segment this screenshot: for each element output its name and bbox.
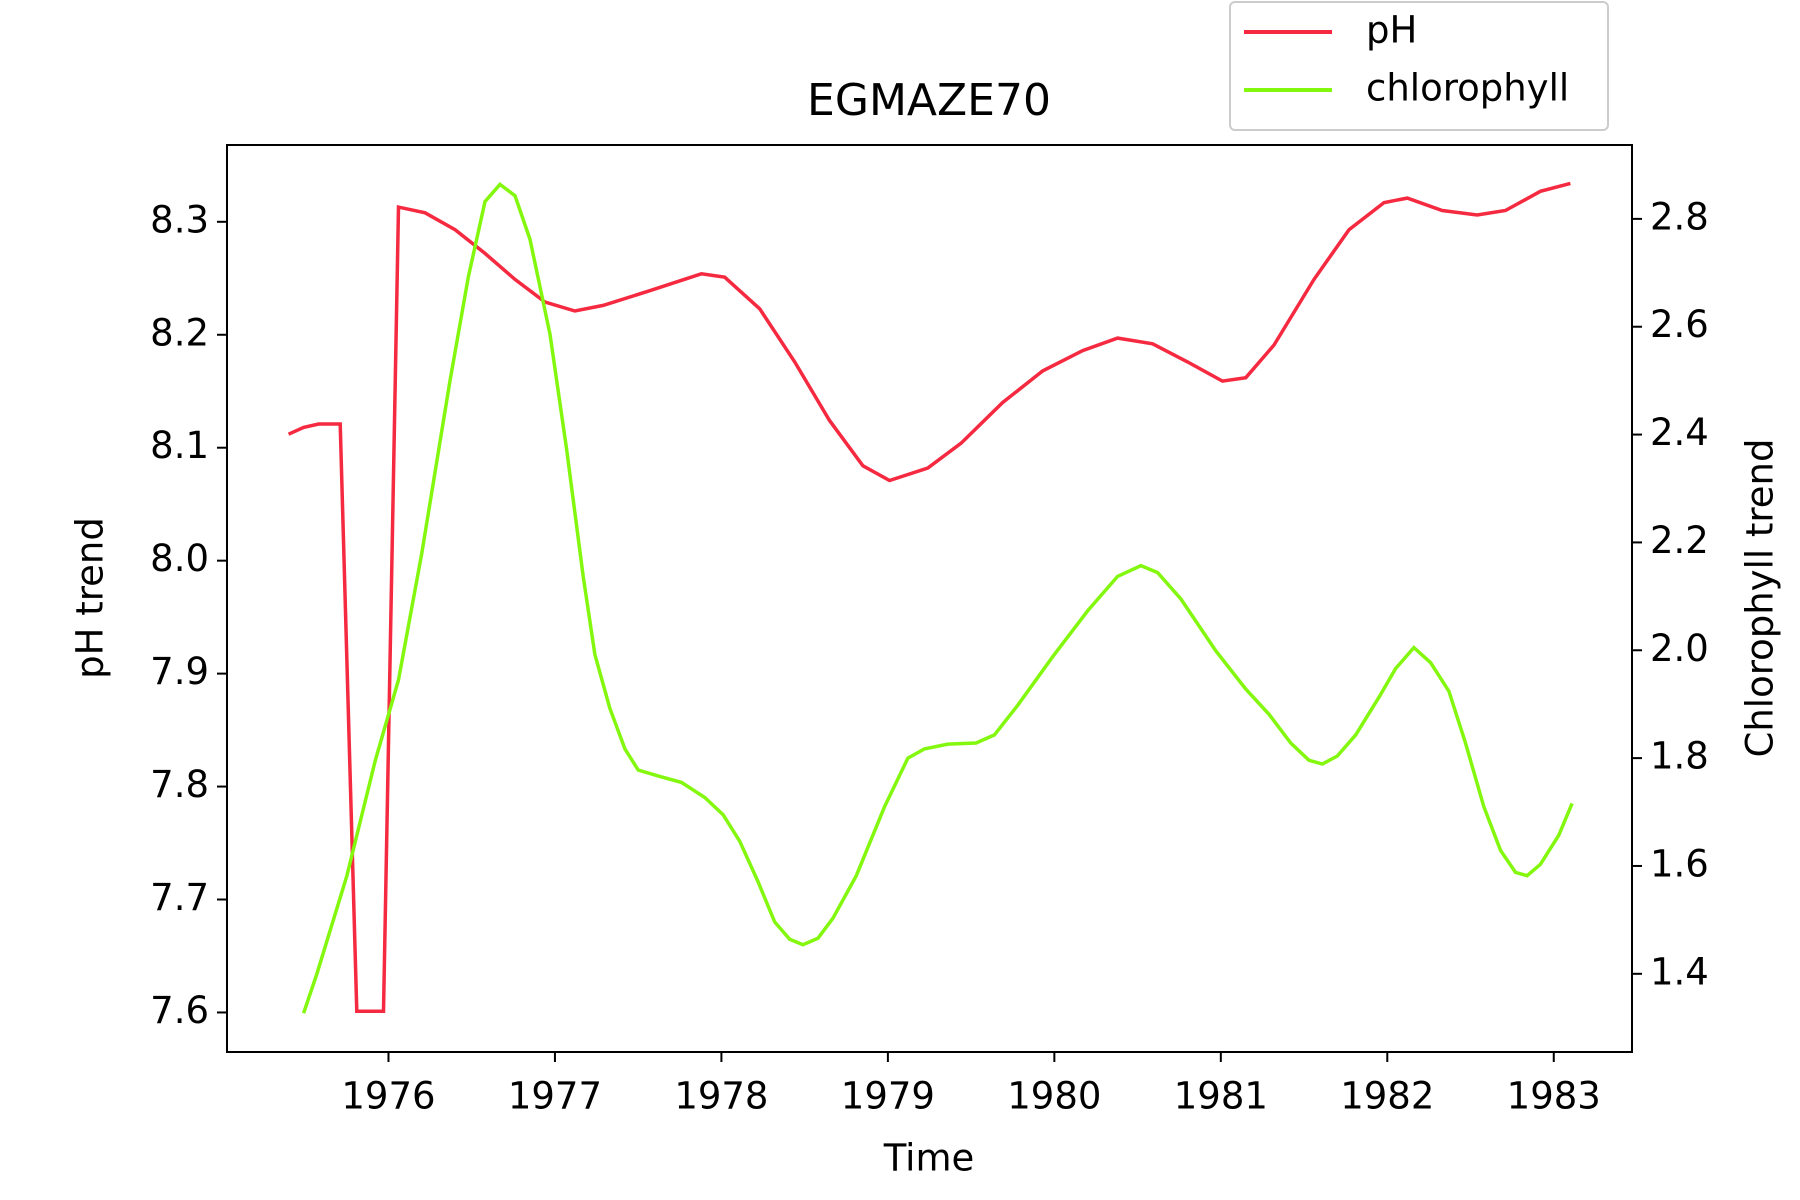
- x-tick-label: 1976: [341, 1075, 435, 1118]
- y2-tick-label: 2.2: [1650, 519, 1709, 562]
- x-tick-label: 1983: [1507, 1075, 1601, 1118]
- y2-tick-label: 2.8: [1650, 195, 1709, 238]
- y-tick-label: 8.3: [150, 198, 209, 241]
- x-tick-label: 1979: [841, 1075, 935, 1118]
- x-tick-label: 1981: [1174, 1075, 1268, 1118]
- y-tick-label: 8.0: [150, 537, 209, 580]
- y-axis-label: pH trend: [69, 517, 112, 679]
- y-tick-label: 7.8: [150, 763, 209, 806]
- legend-label: pH: [1366, 9, 1417, 52]
- x-tick-label: 1982: [1340, 1075, 1434, 1118]
- y-tick-label: 8.1: [150, 424, 209, 467]
- plot-frame: [226, 144, 1633, 1053]
- x-axis-label: Time: [883, 1137, 975, 1180]
- y2-tick-label: 2.4: [1650, 411, 1709, 454]
- y-tick-label: 8.2: [150, 311, 209, 354]
- y-tick-label: 7.6: [150, 989, 209, 1032]
- x-tick-label: 1978: [674, 1075, 768, 1118]
- y2-tick-label: 2.0: [1650, 627, 1709, 670]
- y2-tick-label: 1.6: [1650, 842, 1709, 885]
- y2-tick-label: 2.6: [1650, 303, 1709, 346]
- line-series: [301, 182, 1574, 1014]
- y-tick-label: 7.9: [150, 650, 209, 693]
- y2-axis-label: Chlorophyll trend: [1739, 439, 1782, 758]
- y2-tick-label: 1.4: [1650, 950, 1709, 993]
- legend-label: chlorophyll: [1366, 67, 1569, 110]
- y2-tick-label: 1.8: [1650, 735, 1709, 778]
- y-tick-label: 7.7: [150, 876, 209, 919]
- line-series: [287, 181, 1571, 1014]
- x-tick-label: 1977: [508, 1075, 602, 1118]
- x-tick-label: 1980: [1007, 1075, 1101, 1118]
- chart-title: EGMAZE70: [807, 75, 1051, 126]
